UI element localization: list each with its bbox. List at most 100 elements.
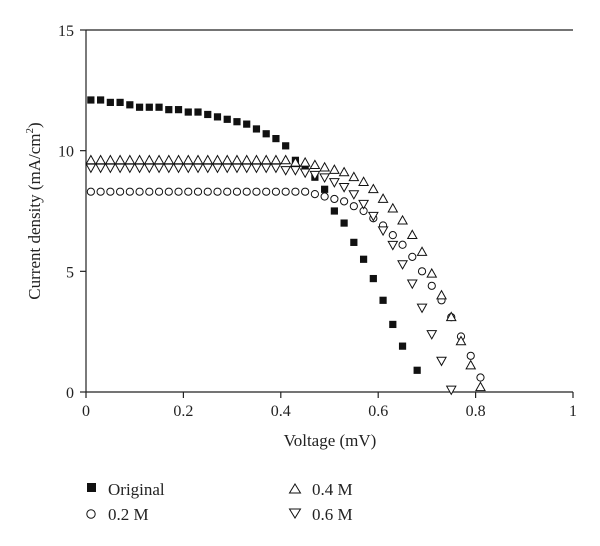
data-point-0-6m: [182, 163, 194, 174]
legend-marker-0-2m: [86, 509, 96, 519]
y-axis-title-suffix: ): [25, 122, 44, 128]
data-point-0-4m: [114, 154, 126, 165]
data-point-0-4m: [260, 154, 272, 165]
data-point-0-6m: [260, 163, 272, 174]
data-point-0-4m: [104, 154, 116, 165]
data-point-original: [379, 296, 387, 304]
data-point-0-2m: [398, 240, 407, 249]
x-tick-label: 0.2: [173, 403, 193, 420]
data-point-original: [350, 238, 358, 246]
y-axis-title-main: Current density (mA/cm: [25, 133, 44, 299]
data-point-original: [252, 125, 261, 133]
data-point-0-6m: [445, 385, 457, 396]
data-point-0-6m: [153, 163, 165, 174]
data-point-0-2m: [476, 373, 485, 382]
legend-label-0-2m: 0.2 M: [108, 505, 149, 524]
legend-label-0-6m: 0.6 M: [312, 505, 353, 524]
data-point-0-6m: [299, 168, 311, 179]
data-point-original: [282, 142, 290, 150]
legend-label-original: Original: [108, 480, 165, 499]
data-point-original: [145, 103, 153, 111]
data-point-0-4m: [221, 154, 233, 165]
data-point-0-2m: [232, 187, 242, 196]
data-point-0-4m: [338, 166, 350, 177]
data-point-0-2m: [96, 187, 105, 196]
data-point-original: [165, 106, 173, 114]
data-point-0-4m: [387, 202, 399, 213]
data-point-0-2m: [320, 192, 329, 201]
data-point-0-6m: [134, 163, 146, 174]
data-point-0-6m: [406, 279, 418, 290]
data-point-0-4m: [406, 229, 418, 240]
data-point-0-2m: [427, 281, 436, 290]
data-point-0-6m: [416, 303, 428, 314]
data-point-0-4m: [426, 267, 438, 278]
data-point-0-2m: [106, 187, 115, 196]
data-point-0-4m: [192, 154, 204, 165]
data-point-original: [262, 130, 270, 138]
data-point-0-4m: [85, 154, 97, 165]
data-point-0-2m: [203, 187, 212, 196]
data-point-0-6m: [173, 163, 184, 174]
data-point-0-4m: [416, 246, 428, 256]
data-point-0-4m: [124, 154, 136, 165]
data-point-0-6m: [85, 163, 97, 174]
data-point-0-6m: [250, 163, 262, 174]
y-tick-label: 15: [58, 23, 74, 40]
x-tick-label: 0.8: [466, 403, 486, 420]
data-point-0-4m: [358, 176, 370, 186]
legend-entry-original: Original: [87, 480, 165, 499]
data-point-0-2m: [174, 187, 183, 196]
data-point-0-4m: [475, 381, 486, 392]
legend-marker-0-6m: [288, 508, 302, 519]
data-point-0-6m: [426, 330, 438, 340]
data-point-original: [184, 108, 192, 116]
data-point-0-2m: [125, 187, 134, 196]
data-point-0-2m: [193, 187, 203, 196]
data-point-0-2m: [252, 187, 261, 196]
data-point-0-6m: [436, 356, 447, 367]
x-tick-label: 1: [569, 403, 577, 420]
data-point-original: [194, 108, 202, 116]
data-point-0-4m: [465, 359, 477, 370]
data-point-original: [340, 219, 348, 227]
data-point-0-4m: [163, 154, 175, 165]
y-axis-title-superscript: 2: [24, 128, 36, 134]
x-tick-label: 0: [82, 403, 90, 420]
data-point-0-2m: [330, 194, 339, 204]
data-point-0-2m: [86, 187, 95, 196]
data-point-original: [369, 274, 377, 283]
y-axis-title: Current density (mA/cm2): [24, 122, 44, 299]
data-point-0-2m: [262, 187, 271, 196]
data-point-original: [213, 113, 222, 121]
data-point-0-2m: [340, 197, 349, 206]
x-tick-label: 0.6: [368, 403, 388, 420]
data-point-0-2m: [115, 187, 125, 196]
data-point-0-6m: [202, 163, 214, 174]
data-point-0-4m: [95, 154, 107, 165]
data-point-0-4m: [299, 156, 311, 167]
data-point-original: [233, 118, 241, 126]
data-point-0-2m: [388, 231, 397, 240]
legend-entry-0-2m: 0.2 M: [86, 505, 149, 524]
data-point-0-6m: [358, 199, 370, 210]
series-0-6m: [85, 163, 457, 396]
data-point-0-4m: [212, 154, 223, 165]
data-point-0-4m: [319, 161, 331, 172]
data-point-0-6m: [328, 178, 340, 188]
data-point-0-6m: [387, 240, 399, 251]
x-axis-ticks: 0 0.2 0.4 0.6 0.8 1: [82, 392, 577, 420]
data-point-original: [97, 96, 105, 104]
data-point-original: [87, 96, 95, 104]
legend-entry-0-6m: 0.6 M: [288, 505, 353, 524]
data-point-0-6m: [221, 163, 233, 174]
data-point-0-2m: [281, 187, 290, 196]
axes: [85, 29, 573, 393]
data-point-0-6m: [192, 163, 204, 174]
data-point-original: [301, 163, 309, 172]
data-point-0-6m: [309, 170, 321, 181]
data-point-original: [135, 103, 144, 111]
data-point-0-4m: [182, 154, 194, 165]
data-point-0-2m: [145, 187, 154, 196]
y-axis-ticks: 0 5 10 15: [58, 23, 86, 402]
